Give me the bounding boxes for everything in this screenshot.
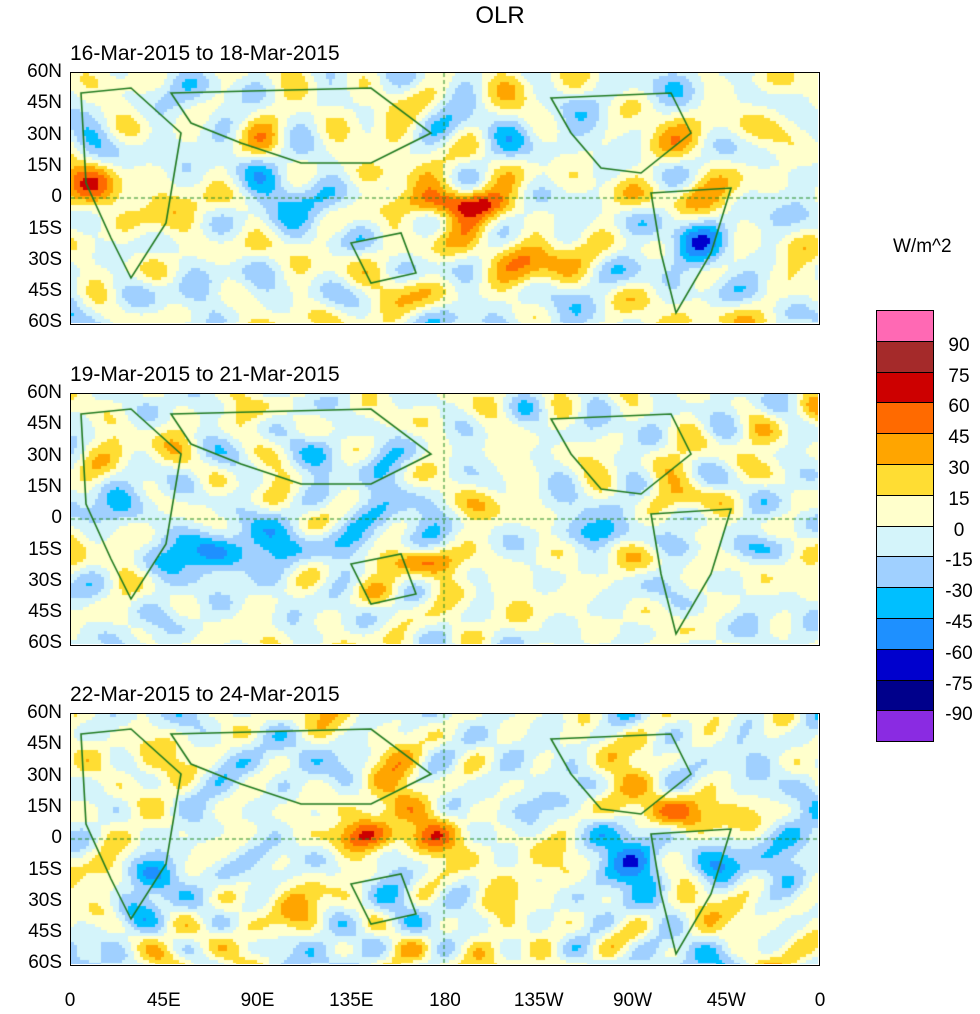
colorbar-level-label: 60: [948, 396, 970, 418]
lat-tick-label: 45S: [28, 280, 62, 302]
colorbar-swatch: [877, 372, 933, 404]
lat-tick-label: 45N: [27, 413, 62, 435]
lat-tick-label: 15N: [27, 475, 62, 497]
colorbar-level-label: 15: [948, 488, 970, 510]
colorbar-level-label: 45: [948, 427, 970, 449]
lat-tick-label: 30N: [27, 123, 62, 145]
colorbar-level-label: -45: [945, 612, 973, 633]
lon-tick-label: 45E: [146, 990, 181, 1011]
map-panel: [70, 393, 820, 646]
lat-tick-label: 60N: [27, 61, 62, 82]
colorbar-level-label: -60: [945, 642, 973, 664]
colorbar-level-label: 75: [948, 365, 970, 387]
lon-tick-label: 135W: [513, 990, 564, 1011]
lat-tick-label: 30N: [27, 764, 62, 786]
olr-anomaly-field: [71, 714, 818, 964]
lat-tick-label: 15N: [27, 154, 62, 176]
lon-tick-label: 180: [429, 990, 461, 1011]
lat-tick-label: 30N: [27, 444, 62, 466]
lon-tick-label: 90E: [240, 990, 275, 1011]
map-panel: [70, 713, 820, 966]
lon-tick-label: 0: [814, 990, 826, 1011]
colorbar-swatch: [877, 711, 933, 742]
lat-tick-label: 15S: [28, 538, 62, 560]
colorbar-level-label: 30: [948, 458, 970, 479]
lat-tick-label: 60N: [27, 382, 62, 403]
lat-tick-label: 60S: [28, 632, 62, 654]
lat-tick-label: 45N: [27, 733, 62, 755]
colorbar-level-label: -90: [945, 704, 973, 726]
lat-tick-label: 60S: [28, 952, 62, 974]
colorbar-units: W/m^2: [893, 236, 952, 257]
colorbar-level-label: 90: [948, 334, 970, 356]
colorbar-swatch: [877, 341, 933, 373]
lat-tick-label: 30S: [28, 248, 62, 270]
lat-tick-label: 15S: [28, 858, 62, 880]
lat-tick-label: 15S: [28, 217, 62, 239]
colorbar-swatch: [877, 495, 933, 527]
lat-tick-label: 60N: [27, 702, 62, 723]
colorbar-swatch: [877, 618, 933, 650]
map-panel: [70, 72, 820, 325]
lat-tick-label: 30S: [28, 889, 62, 911]
lat-tick-label: 60S: [28, 311, 62, 333]
colorbar-swatch: [877, 557, 933, 589]
olr-anomaly-field: [71, 394, 818, 644]
colorbar-swatch: [877, 680, 933, 712]
lat-tick-label: 45N: [27, 92, 62, 114]
lat-tick-label: 15N: [27, 795, 62, 817]
colorbar-level-label: -75: [945, 673, 973, 695]
colorbar-swatch: [877, 403, 933, 435]
panel-subtitle: 16-Mar-2015 to 18-Mar-2015: [70, 42, 340, 65]
colorbar-swatch: [877, 311, 933, 342]
lat-tick-label: 0: [51, 186, 62, 208]
olr-anomaly-field: [71, 73, 818, 323]
colorbar-swatch: [877, 649, 933, 681]
panel-subtitle: 19-Mar-2015 to 21-Mar-2015: [70, 363, 340, 386]
lat-tick-label: 0: [51, 827, 62, 849]
colorbar-swatch: [877, 464, 933, 496]
colorbar-level-label: -30: [945, 581, 973, 603]
lon-tick-label: 90W: [612, 990, 653, 1011]
chart-title: OLR: [475, 2, 525, 29]
colorbar-swatch: [877, 526, 933, 558]
lon-tick-label: 0: [64, 990, 76, 1011]
colorbar: [876, 310, 934, 743]
colorbar-level-label: -15: [945, 550, 973, 572]
colorbar-swatch: [877, 588, 933, 619]
lat-tick-label: 45S: [28, 601, 62, 623]
colorbar-swatch: [877, 434, 933, 465]
lat-tick-label: 45S: [28, 921, 62, 943]
panel-subtitle: 22-Mar-2015 to 24-Mar-2015: [70, 683, 340, 706]
lon-tick-label: 45W: [706, 990, 746, 1011]
lat-tick-label: 30S: [28, 569, 62, 591]
colorbar-level-label: 0: [953, 519, 965, 541]
lat-tick-label: 0: [51, 507, 62, 529]
lon-tick-label: 135E: [329, 990, 374, 1011]
